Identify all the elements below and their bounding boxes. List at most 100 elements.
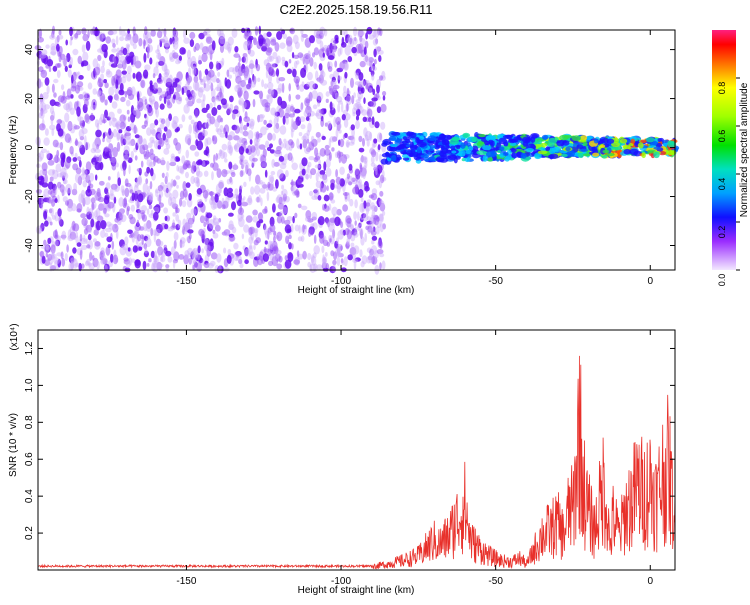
noise-blob xyxy=(170,155,177,165)
noise-blob xyxy=(286,44,293,53)
noise-blob xyxy=(145,36,149,46)
noise-blob xyxy=(129,36,136,46)
noise-blob xyxy=(78,94,84,100)
noise-blob xyxy=(332,259,337,266)
noise-blob xyxy=(193,206,198,216)
signal-blob xyxy=(446,135,452,140)
noise-blob xyxy=(297,236,303,242)
noise-blob xyxy=(134,182,139,188)
signal-blob xyxy=(597,140,604,145)
noise-blob xyxy=(258,144,266,150)
signal-band xyxy=(380,131,680,165)
noise-blob xyxy=(90,218,95,228)
noise-blob xyxy=(244,162,250,169)
noise-blob xyxy=(37,37,44,43)
noise-blob xyxy=(78,193,84,204)
noise-blob xyxy=(155,228,161,237)
noise-blob xyxy=(234,46,239,53)
noise-blob xyxy=(369,248,374,256)
noise-blob xyxy=(79,116,84,124)
signal-blob xyxy=(525,148,535,153)
noise-blob xyxy=(95,156,100,162)
noise-blob xyxy=(67,120,73,132)
noise-blob xyxy=(245,148,249,154)
noise-blob xyxy=(48,254,55,260)
noise-blob xyxy=(157,263,164,268)
noise-blob xyxy=(185,182,191,188)
signal-blob xyxy=(556,140,564,147)
noise-blob xyxy=(367,225,373,233)
noise-blob xyxy=(150,209,154,216)
noise-blob xyxy=(260,99,264,106)
noise-blob xyxy=(157,246,164,256)
noise-blob xyxy=(81,217,88,226)
noise-blob xyxy=(72,48,79,56)
noise-blob xyxy=(121,70,128,75)
noise-blob xyxy=(348,141,355,146)
noise-blob xyxy=(113,93,119,101)
noise-blob xyxy=(256,255,264,266)
noise-blob xyxy=(157,185,164,192)
noise-blob xyxy=(61,84,65,91)
noise-blob xyxy=(243,99,251,110)
noise-blob xyxy=(49,176,54,182)
noise-blob xyxy=(162,35,168,44)
noise-blob xyxy=(371,239,375,245)
noise-blob xyxy=(195,180,201,187)
noise-blob xyxy=(246,83,251,90)
noise-blob xyxy=(209,102,213,109)
noise-blob xyxy=(98,180,105,186)
noise-blob xyxy=(192,264,195,271)
noise-blob xyxy=(241,163,244,170)
noise-blob xyxy=(221,57,225,66)
noise-blob xyxy=(142,102,150,111)
noise-blob xyxy=(56,70,61,79)
noise-blob xyxy=(248,41,253,49)
noise-blob xyxy=(255,63,261,72)
signal-blob xyxy=(468,145,474,151)
noise-blob xyxy=(139,234,145,240)
noise-blob xyxy=(142,260,147,270)
x-tick-label: 0 xyxy=(647,276,653,287)
noise-blob xyxy=(329,238,332,243)
noise-blob xyxy=(258,114,264,123)
noise-blob xyxy=(283,219,291,226)
noise-blob xyxy=(284,224,292,234)
noise-blob xyxy=(123,149,130,160)
noise-blob xyxy=(212,203,219,209)
noise-blob xyxy=(368,253,374,264)
noise-blob xyxy=(238,55,241,63)
noise-blob xyxy=(353,26,358,37)
noise-blob xyxy=(124,32,129,42)
noise-blob xyxy=(302,250,307,260)
noise-blob xyxy=(127,247,131,252)
noise-blob xyxy=(378,153,382,163)
noise-blob xyxy=(270,170,276,176)
noise-blob xyxy=(207,153,210,158)
noise-blob xyxy=(116,123,120,132)
noise-blob xyxy=(353,232,359,238)
noise-blob xyxy=(44,128,49,136)
noise-blob xyxy=(341,102,344,113)
noise-blob xyxy=(241,198,245,205)
noise-blob xyxy=(84,196,91,206)
noise-blob xyxy=(99,250,104,261)
noise-blob xyxy=(316,137,321,143)
noise-blob xyxy=(50,43,56,51)
noise-blob xyxy=(176,184,179,189)
noise-blob xyxy=(38,28,43,39)
noise-blob xyxy=(209,61,214,70)
noise-blob xyxy=(97,78,104,88)
noise-blob xyxy=(277,202,284,210)
x-tick-label: -150 xyxy=(176,276,196,287)
noise-blob xyxy=(306,164,310,174)
noise-blob xyxy=(103,113,106,124)
noise-blob xyxy=(80,244,88,250)
noise-blob xyxy=(110,29,118,35)
noise-blob xyxy=(357,90,363,100)
noise-blob xyxy=(186,197,193,208)
noise-blob xyxy=(197,201,204,208)
noise-blob xyxy=(224,158,228,163)
noise-blob xyxy=(288,113,295,118)
